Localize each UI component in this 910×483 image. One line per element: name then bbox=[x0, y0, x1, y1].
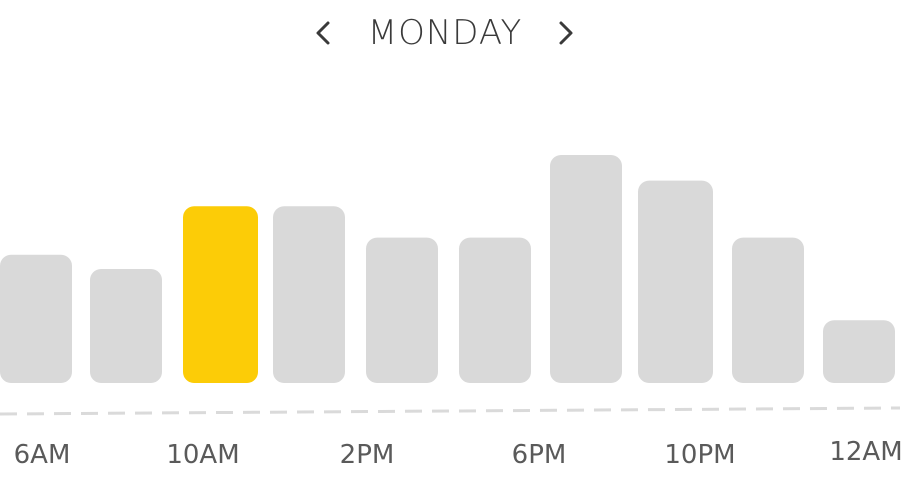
bar[interactable] bbox=[0, 254, 72, 383]
bar[interactable] bbox=[459, 237, 531, 383]
x-tick-labels: 6AM 10AM 2PM 6PM 10PM 12AM bbox=[14, 437, 903, 470]
x-tick-label: 2PM bbox=[340, 440, 395, 470]
x-tick-label: 10AM bbox=[166, 440, 239, 470]
chevron-left-icon bbox=[316, 21, 330, 45]
bar[interactable] bbox=[732, 237, 804, 383]
bar[interactable] bbox=[638, 180, 713, 383]
bar[interactable] bbox=[90, 269, 162, 383]
bar-highlighted[interactable] bbox=[183, 206, 258, 383]
bar[interactable] bbox=[366, 237, 438, 383]
previous-day-button[interactable] bbox=[303, 10, 343, 56]
day-header: MONDAY bbox=[0, 10, 910, 56]
x-tick-label: 6PM bbox=[512, 440, 567, 470]
bar[interactable] bbox=[550, 155, 622, 383]
chevron-right-icon bbox=[559, 21, 573, 45]
bar[interactable] bbox=[273, 206, 345, 383]
bar[interactable] bbox=[823, 320, 895, 383]
x-tick-label: 6AM bbox=[14, 440, 71, 470]
day-title: MONDAY bbox=[367, 13, 523, 53]
next-day-button[interactable] bbox=[546, 10, 586, 56]
x-tick-label: 12AM bbox=[829, 437, 902, 467]
bars-group bbox=[0, 155, 895, 383]
x-tick-label: 10PM bbox=[664, 440, 735, 470]
chart-baseline bbox=[0, 406, 901, 416]
